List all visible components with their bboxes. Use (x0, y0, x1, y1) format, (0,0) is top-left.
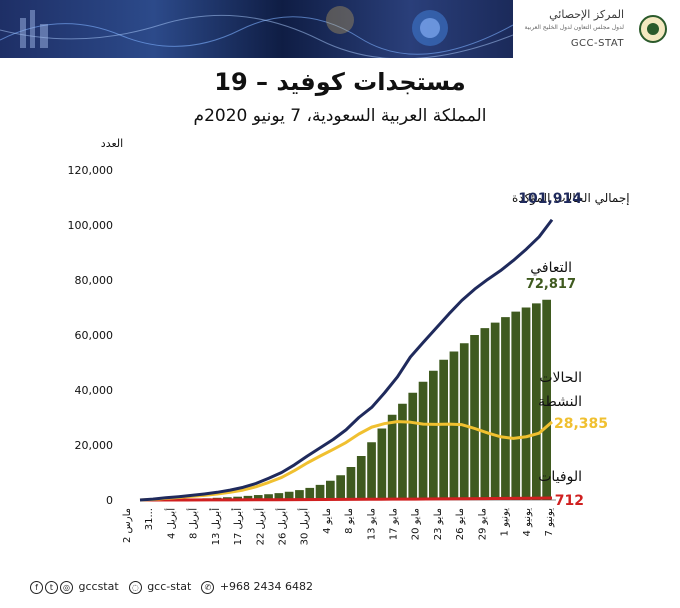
snap-handle[interactable]: gcc-stat (147, 580, 192, 593)
x-tick-label: 17 أبريل (231, 508, 244, 546)
logo-arabic: المركز الإحصائي (549, 8, 624, 21)
x-tick-label: 2 مارس (122, 508, 133, 543)
recovered-last-value: 72,817 (526, 277, 576, 292)
recovered-bar (521, 307, 531, 500)
recovered-bar (418, 381, 428, 500)
y-tick-label: 0 (106, 494, 113, 507)
deaths-line (139, 496, 553, 502)
deaths-last-value: 712 (555, 493, 584, 509)
x-tick-label: 4 أبريل (164, 508, 177, 539)
social-handle[interactable]: gccstat (78, 580, 119, 593)
x-tick-label: 1 يونيو (500, 508, 511, 537)
logo-subtitle: لدول مجلس التعاون لدول الخليج العربية (524, 24, 625, 31)
x-tick-label: 23 مايو (433, 508, 444, 540)
snapchat-group: ◌ gcc-stat (128, 580, 192, 594)
deaths-series-name: الوفيات (538, 469, 582, 485)
series-lines (139, 218, 554, 502)
confirmed-series-name: إجمالي الحالات المؤكدة (512, 191, 630, 206)
chart-subtitle: المملكة العربية السعودية، 7 يونيو 2020م (193, 106, 487, 126)
recovered-bar (264, 494, 273, 500)
header-banner: المركز الإحصائي لدول مجلس التعاون لدول ا… (0, 0, 680, 58)
recovered-bar (336, 475, 345, 500)
active-series-name-line1: الحالات (539, 370, 582, 386)
y-tick-label: 80,000 (75, 274, 114, 287)
chart: العدد 0 20,000 40,000 60,000 80,000 100,000 12… (68, 137, 630, 546)
recovered-bar (459, 343, 469, 500)
x-axis: 2 مارس 31... 4 أبريل 8 أبريل 13 أبريل 17 أبري… (122, 508, 555, 546)
recovered-bar (377, 428, 387, 500)
logo-english: GCC-STAT (570, 38, 624, 49)
x-tick-label: 17 مايو (389, 508, 400, 540)
x-tick-label: 22 أبريل (253, 508, 266, 546)
recovered-bar (387, 414, 397, 500)
x-tick-label: 29 مايو (477, 508, 488, 540)
recovered-bar (326, 480, 335, 500)
x-tick-label: 4 مايو (322, 508, 333, 534)
recovered-bar (274, 493, 284, 500)
gcc-stat-logo: المركز الإحصائي لدول مجلس التعاون لدول ا… (514, 2, 674, 56)
x-tick-label: 13 مايو (366, 508, 377, 540)
confirmed-last-value: 101,914 (518, 191, 582, 207)
gcc-emblem-icon (639, 15, 667, 43)
banner-decoration (0, 6, 513, 58)
x-tick-label: 20 مايو (411, 508, 422, 540)
recovered-bar (511, 311, 521, 500)
y-tick-label: 40,000 (75, 384, 114, 397)
y-tick-label: 20,000 (75, 439, 114, 452)
y-tick-label: 100,000 (68, 219, 114, 232)
recovered-bar (346, 467, 356, 500)
twitter-icon[interactable]: t (45, 581, 58, 594)
banner-image (0, 0, 513, 58)
recovered-bar (501, 317, 510, 500)
x-tick-label: 26 مايو (455, 508, 466, 540)
recovered-bar (398, 403, 407, 500)
recovered-bar (470, 335, 479, 500)
chart-title: مستجدات كوفيد – 19 (214, 68, 466, 96)
recovered-bar (305, 487, 315, 500)
whatsapp-group: ✆ +968 2434 6482 (201, 580, 313, 594)
recovered-bar (295, 490, 304, 500)
recovered-series-name: التعافي (530, 260, 572, 276)
confirmed-line (139, 218, 554, 502)
recovered-bar (532, 303, 541, 500)
social-icons: f t ◎ gccstat (30, 580, 119, 594)
x-tick-label: 7 يونيو (544, 508, 555, 537)
snapchat-icon[interactable]: ◌ (128, 581, 142, 594)
x-tick-label: 26 أبريل (275, 508, 288, 546)
x-tick-label: 30 أبريل (298, 508, 311, 546)
recovered-bar (253, 495, 263, 500)
recovered-bar (315, 484, 325, 500)
whatsapp-number[interactable]: +968 2434 6482 (219, 580, 314, 593)
x-tick-label: 8 أبريل (187, 508, 200, 539)
whatsapp-icon[interactable]: ✆ (201, 581, 215, 594)
y-axis: 0 20,000 40,000 60,000 80,000 100,000 120,000 (68, 164, 556, 507)
y-axis-label: العدد (101, 137, 123, 150)
recovered-bar (542, 299, 551, 500)
y-tick-label: 120,000 (68, 164, 114, 177)
recovered-bar (439, 359, 448, 500)
facebook-icon[interactable]: f (30, 581, 43, 594)
recovered-bars (150, 299, 551, 500)
recovered-bar (243, 495, 253, 500)
y-tick-label: 60,000 (75, 329, 114, 342)
recovered-bar (367, 442, 376, 500)
active-line (139, 420, 553, 502)
recovered-bar (480, 328, 490, 500)
recovered-bar (284, 491, 294, 500)
x-tick-label: 31... (144, 508, 155, 530)
x-tick-label: 8 مايو (344, 508, 355, 534)
instagram-icon[interactable]: ◎ (60, 581, 73, 594)
active-series-name-line2: النشطة (538, 394, 582, 410)
active-last-value: 28,385 (554, 416, 608, 432)
x-tick-label: 4 يونيو (522, 508, 533, 537)
recovered-bar (429, 370, 438, 500)
recovered-bar (490, 322, 500, 500)
recovered-bar (408, 392, 418, 500)
x-tick-label: 13 أبريل (209, 508, 222, 546)
recovered-bar (356, 456, 366, 500)
footer: f t ◎ gccstat ◌ gcc-stat ✆ +968 2434 6482 (30, 580, 313, 594)
